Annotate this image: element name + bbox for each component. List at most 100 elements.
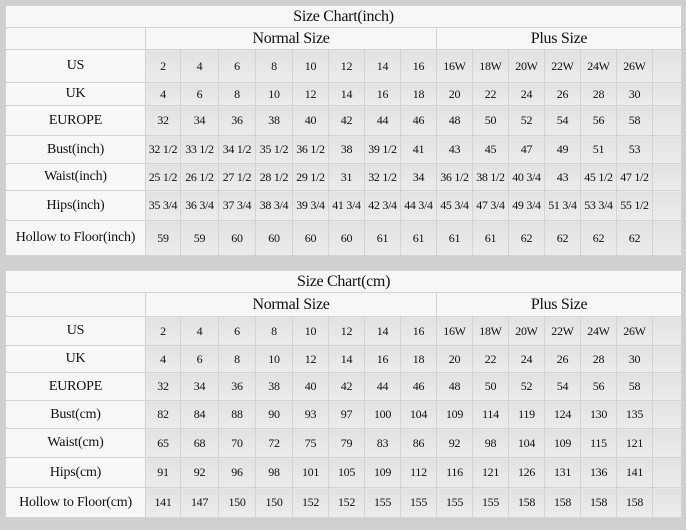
row-label: Bust(inch)	[5, 135, 146, 164]
size-cell: 79	[328, 428, 365, 458]
size-cell: 38	[328, 135, 365, 164]
size-cell: 136	[580, 457, 617, 488]
size-cell: 28	[580, 345, 617, 373]
table-row: UK 4 6 8 10 12 14 16 18 20 22 24 26 28 30	[5, 345, 683, 373]
size-cell: 92	[436, 428, 473, 458]
size-cell: 10	[255, 82, 293, 106]
size-cell: 18W	[472, 49, 509, 83]
row-label: EUROPE	[5, 105, 146, 136]
title-row: Size Chart(cm)	[4, 270, 683, 293]
row-label: Hips(cm)	[5, 457, 146, 488]
size-cell: 6	[218, 49, 256, 83]
size-cell: 62	[580, 220, 617, 256]
size-cell: 45 3/4	[436, 190, 473, 221]
size-cell: 43	[544, 163, 581, 191]
size-cell: 12	[292, 345, 329, 373]
row-label: Waist(inch)	[5, 163, 146, 191]
size-cell: 32	[145, 372, 181, 401]
size-cell: 98	[255, 457, 293, 488]
size-cell: 152	[292, 487, 329, 518]
size-cell: 150	[218, 487, 256, 518]
size-cell: 18W	[472, 316, 509, 346]
size-cell: 130	[580, 400, 617, 429]
size-cell: 22W	[544, 49, 581, 83]
section-row: Normal Size Plus Size	[5, 27, 682, 50]
size-cell: 39 1/2	[364, 135, 401, 164]
size-cell: 41 3/4	[328, 190, 365, 221]
table-row: Waist(cm) 65 68 70 72 75 79 83 86 92 98 104 109 115 12…	[5, 428, 683, 458]
size-cell: 141	[616, 457, 653, 488]
size-cell: 83	[364, 428, 401, 458]
size-cell: 98	[472, 428, 509, 458]
size-cell: 44	[364, 372, 401, 401]
row-label: Hips(inch)	[5, 190, 146, 221]
size-cell: 158	[616, 487, 653, 518]
empty-cell	[651, 400, 683, 429]
section-row: Normal Size Plus Size	[5, 292, 683, 317]
row-label: UK	[5, 345, 146, 373]
size-cell: 38 3/4	[255, 190, 293, 221]
size-cell: 155	[472, 487, 509, 518]
size-cell: 45 1/2	[580, 163, 617, 191]
table-row: Hollow to Floor(inch) 59 59 60 60 60 60 61 61 61 6…	[5, 220, 682, 256]
size-cell: 155	[400, 487, 437, 518]
size-cell: 88	[218, 400, 256, 429]
empty-cell	[652, 135, 682, 164]
size-cell: 8	[255, 49, 293, 83]
size-cell: 12	[328, 49, 365, 83]
size-cell: 52	[508, 105, 545, 136]
size-cell: 8	[255, 316, 293, 346]
size-cell: 49	[544, 135, 581, 164]
size-cell: 22	[472, 345, 509, 373]
size-cell: 90	[255, 400, 293, 429]
section-normal-size: Normal Size	[145, 292, 437, 317]
table-row: Hips(cm) 91 92 96 98 101 105 109 112 116 121 126 131…	[5, 457, 683, 488]
size-cell: 75	[292, 428, 329, 458]
size-cell: 119	[508, 400, 545, 429]
size-cell: 12	[328, 316, 365, 346]
row-label: Hollow to Floor(inch)	[5, 220, 146, 256]
size-cell: 131	[544, 457, 581, 488]
empty-cell	[651, 345, 683, 373]
empty-cell	[652, 190, 682, 221]
size-cell: 4	[145, 345, 181, 373]
size-cell: 59	[180, 220, 219, 256]
empty-cell	[651, 457, 683, 488]
size-cell: 48	[436, 372, 473, 401]
size-cell: 34	[180, 105, 219, 136]
chart-title: Size Chart(cm)	[4, 270, 683, 293]
size-cell: 47 3/4	[472, 190, 509, 221]
empty-cell	[652, 220, 682, 256]
size-cell: 40 3/4	[508, 163, 545, 191]
empty-cell	[651, 487, 683, 518]
size-cell: 46	[400, 372, 437, 401]
size-cell: 27 1/2	[218, 163, 256, 191]
size-chart-cm: Size Chart(cm) Normal Size Plus Size US 2 4 6 8…	[4, 270, 683, 518]
empty-cell	[652, 82, 682, 106]
size-cell: 36 1/2	[436, 163, 473, 191]
size-cell: 26	[544, 345, 581, 373]
size-cell: 68	[180, 428, 219, 458]
size-cell: 36 3/4	[180, 190, 219, 221]
size-cell: 2	[145, 49, 181, 83]
size-cell: 46	[400, 105, 437, 136]
size-cell: 42	[328, 372, 365, 401]
size-cell: 34	[180, 372, 219, 401]
size-cell: 35 1/2	[255, 135, 293, 164]
size-cell: 42	[328, 105, 365, 136]
size-cell: 49 3/4	[508, 190, 545, 221]
size-cell: 101	[292, 457, 329, 488]
size-cell: 84	[180, 400, 219, 429]
size-cell: 48	[436, 105, 473, 136]
table-row: Hips(inch) 35 3/4 36 3/4 37 3/4 38 3/4 39 3/4…	[5, 190, 682, 221]
table-row: EUROPE 32 34 36 38 40 42 44 46 48 50 52 54 56 58	[5, 372, 683, 401]
row-label: US	[5, 316, 146, 346]
size-cell: 55 1/2	[616, 190, 653, 221]
empty-corner	[5, 292, 146, 317]
size-cell: 70	[218, 428, 256, 458]
size-table: Size Chart(cm) Normal Size Plus Size US 2 4 6 8…	[4, 270, 683, 518]
size-cell: 20W	[508, 49, 545, 83]
empty-corner	[5, 27, 146, 50]
size-cell: 72	[255, 428, 293, 458]
size-cell: 52	[508, 372, 545, 401]
